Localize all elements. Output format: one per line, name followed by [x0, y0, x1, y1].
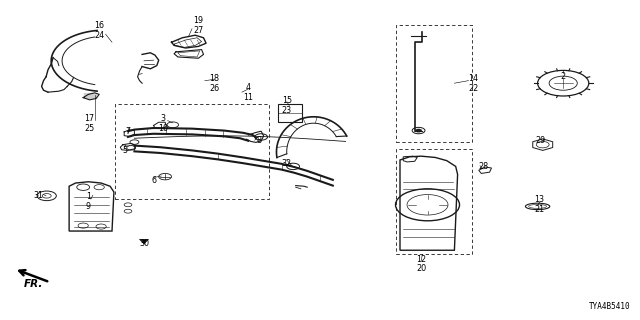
- Text: 12
20: 12 20: [416, 255, 426, 273]
- Text: 29: 29: [536, 136, 546, 145]
- Text: 3
10: 3 10: [158, 114, 168, 132]
- Text: 30: 30: [139, 239, 149, 248]
- Text: 15
23: 15 23: [282, 96, 292, 115]
- Text: 18
26: 18 26: [209, 74, 220, 92]
- Text: FR.: FR.: [24, 279, 43, 289]
- Bar: [396, 149, 472, 254]
- Circle shape: [124, 209, 132, 213]
- Text: 13
21: 13 21: [534, 196, 545, 214]
- Polygon shape: [140, 239, 148, 244]
- Bar: [396, 25, 472, 142]
- Text: 5: 5: [122, 146, 127, 155]
- Bar: [115, 104, 269, 199]
- Circle shape: [415, 129, 422, 132]
- Text: 14
22: 14 22: [468, 74, 479, 92]
- Text: 31: 31: [33, 191, 44, 200]
- Text: 4
11: 4 11: [243, 84, 253, 102]
- Circle shape: [127, 146, 136, 150]
- Circle shape: [412, 127, 425, 134]
- Text: 17
25: 17 25: [84, 114, 95, 132]
- Text: 32: 32: [282, 159, 292, 168]
- Bar: [278, 104, 302, 122]
- Text: 6: 6: [151, 176, 156, 185]
- Text: 19
27: 19 27: [193, 16, 204, 35]
- Text: 28: 28: [479, 162, 489, 171]
- Circle shape: [124, 203, 132, 207]
- Circle shape: [130, 140, 139, 144]
- Text: 1
9: 1 9: [86, 192, 91, 211]
- Text: 2: 2: [561, 72, 566, 81]
- Text: TYA4B5410: TYA4B5410: [589, 302, 630, 311]
- Text: 8: 8: [257, 136, 262, 145]
- Text: 7: 7: [125, 127, 131, 136]
- Text: 16
24: 16 24: [94, 21, 104, 40]
